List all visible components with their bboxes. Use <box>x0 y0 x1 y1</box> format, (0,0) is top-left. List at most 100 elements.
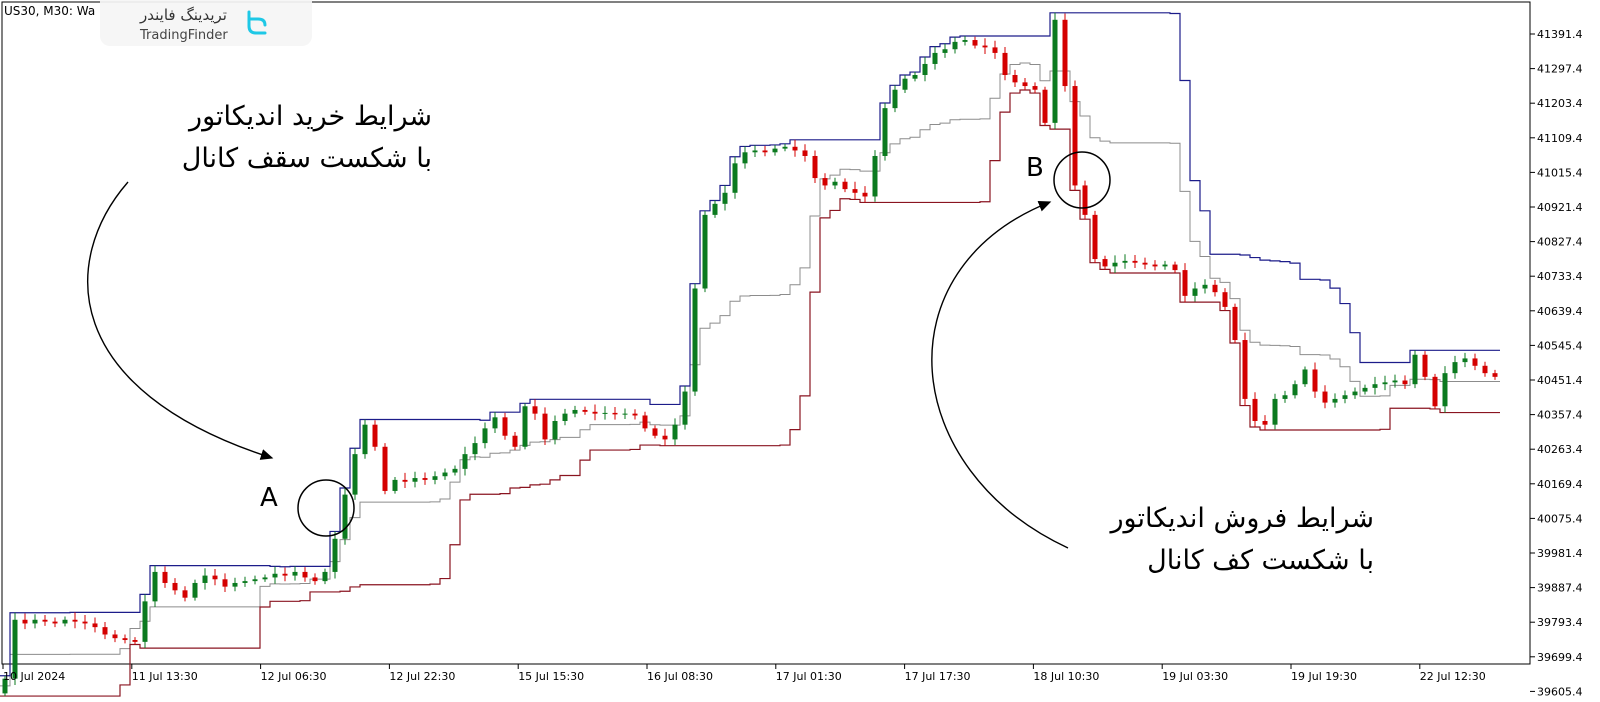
candle-body <box>912 75 918 79</box>
candle-body <box>1352 391 1358 396</box>
x-tick-label: 12 Jul 06:30 <box>261 670 327 683</box>
candle-body <box>1262 421 1268 425</box>
candle-body <box>832 181 838 186</box>
candle-body <box>702 214 708 289</box>
sell-annotation: شرایط فروش اندیکاتور با شکست کف کانال <box>1111 498 1374 582</box>
lower-channel-line <box>0 89 1500 697</box>
candle-body <box>22 619 28 624</box>
x-tick-label: 16 Jul 08:30 <box>647 670 713 683</box>
candle-body <box>1342 395 1348 399</box>
candle-body <box>462 454 468 469</box>
candle-body <box>892 89 898 109</box>
candle-body <box>1202 284 1208 289</box>
candle-body <box>1382 382 1388 385</box>
plot-frame <box>1 1 1531 665</box>
candle-body <box>482 428 488 444</box>
candle-body <box>172 582 178 591</box>
candle-body <box>442 472 448 477</box>
candle-body <box>492 417 498 429</box>
y-tick-label: 41203.4 <box>1537 97 1583 110</box>
candle-body <box>1162 264 1168 267</box>
candle-body <box>1152 264 1158 267</box>
candle-body <box>472 443 478 455</box>
y-tick-label: 41109.4 <box>1537 132 1583 145</box>
y-tick-label: 39793.4 <box>1537 616 1583 629</box>
candle-body <box>332 538 338 572</box>
candle-body <box>1402 380 1408 385</box>
buy-annotation-line1: شرایط خرید اندیکاتور <box>189 101 432 132</box>
candle-body <box>562 413 568 422</box>
candle-body <box>1492 373 1498 377</box>
candle-body <box>1282 395 1288 399</box>
candle-body <box>382 446 388 491</box>
candle-body <box>1322 391 1328 403</box>
candle-body <box>1422 354 1428 377</box>
candle-body <box>1482 365 1488 374</box>
x-tick-label: 12 Jul 22:30 <box>389 670 455 683</box>
candle-body <box>342 494 348 539</box>
y-tick-label: 40169.4 <box>1537 478 1583 491</box>
candle-body <box>1212 284 1218 293</box>
candle-body <box>1122 260 1128 263</box>
candle-body <box>1042 89 1048 123</box>
candle-body <box>1062 19 1068 87</box>
candle-body <box>712 203 718 215</box>
candle-body <box>362 424 368 455</box>
y-tick-label: 40639.4 <box>1537 305 1583 318</box>
logo-text-en: TradingFinder <box>140 28 228 43</box>
x-tick-label: 15 Jul 15:30 <box>518 670 584 683</box>
candle-body <box>62 619 68 624</box>
candle-body <box>632 413 638 416</box>
candle-body <box>952 41 958 50</box>
candle-body <box>1192 288 1198 296</box>
candle-body <box>692 288 698 392</box>
candle-body <box>262 577 268 580</box>
candle-body <box>532 406 538 414</box>
candle-body <box>1092 214 1098 260</box>
candle-body <box>1302 369 1308 385</box>
candle-body <box>1132 260 1138 263</box>
label-b: B <box>1026 153 1044 183</box>
candle-body <box>1222 292 1228 307</box>
candle-body <box>1082 185 1088 215</box>
candle-body <box>202 575 208 583</box>
candle-body <box>542 413 548 440</box>
x-tick-label: 22 Jul 12:30 <box>1420 670 1486 683</box>
candle-body <box>1232 306 1238 341</box>
candle-body <box>292 571 298 576</box>
x-tick-label: 11 Jul 13:30 <box>132 670 198 683</box>
candle-body <box>152 571 158 602</box>
candle-body <box>232 582 238 587</box>
candle-body <box>1312 369 1318 392</box>
candle-body <box>1072 86 1078 186</box>
candle-body <box>512 435 518 447</box>
candle-body <box>82 621 88 624</box>
candle-body <box>982 45 988 48</box>
candle-body <box>222 579 228 587</box>
candle-body <box>192 582 198 598</box>
buy-annotation-line2: با شکست سقف کانال <box>181 143 432 174</box>
candle-body <box>862 192 868 197</box>
chart-title: US30, M30: Wa <box>4 4 96 18</box>
candle-body <box>592 411 598 414</box>
arrow-to-a <box>87 181 274 460</box>
candle-body <box>452 468 458 473</box>
candle-body <box>932 52 938 64</box>
x-tick-label: 17 Jul 17:30 <box>905 670 971 683</box>
candle-body <box>272 573 278 578</box>
breakout-circle-b <box>1053 151 1111 209</box>
candle-body <box>812 155 818 179</box>
x-tick-label: 19 Jul 19:30 <box>1291 670 1357 683</box>
candle-body <box>282 573 288 576</box>
candle-body <box>1362 387 1368 392</box>
y-tick-label: 40451.4 <box>1537 374 1583 387</box>
candle-body <box>1432 376 1438 407</box>
price-axis: 41391.4 41297.4 41203.4 41109.4 41015.4 40921… <box>1530 28 1583 698</box>
y-tick-label: 41391.4 <box>1537 28 1583 41</box>
candle-body <box>42 619 48 622</box>
candle-body <box>1252 398 1258 422</box>
candle-body <box>1412 354 1418 385</box>
candle-body <box>922 63 928 76</box>
candle-body <box>742 152 748 164</box>
